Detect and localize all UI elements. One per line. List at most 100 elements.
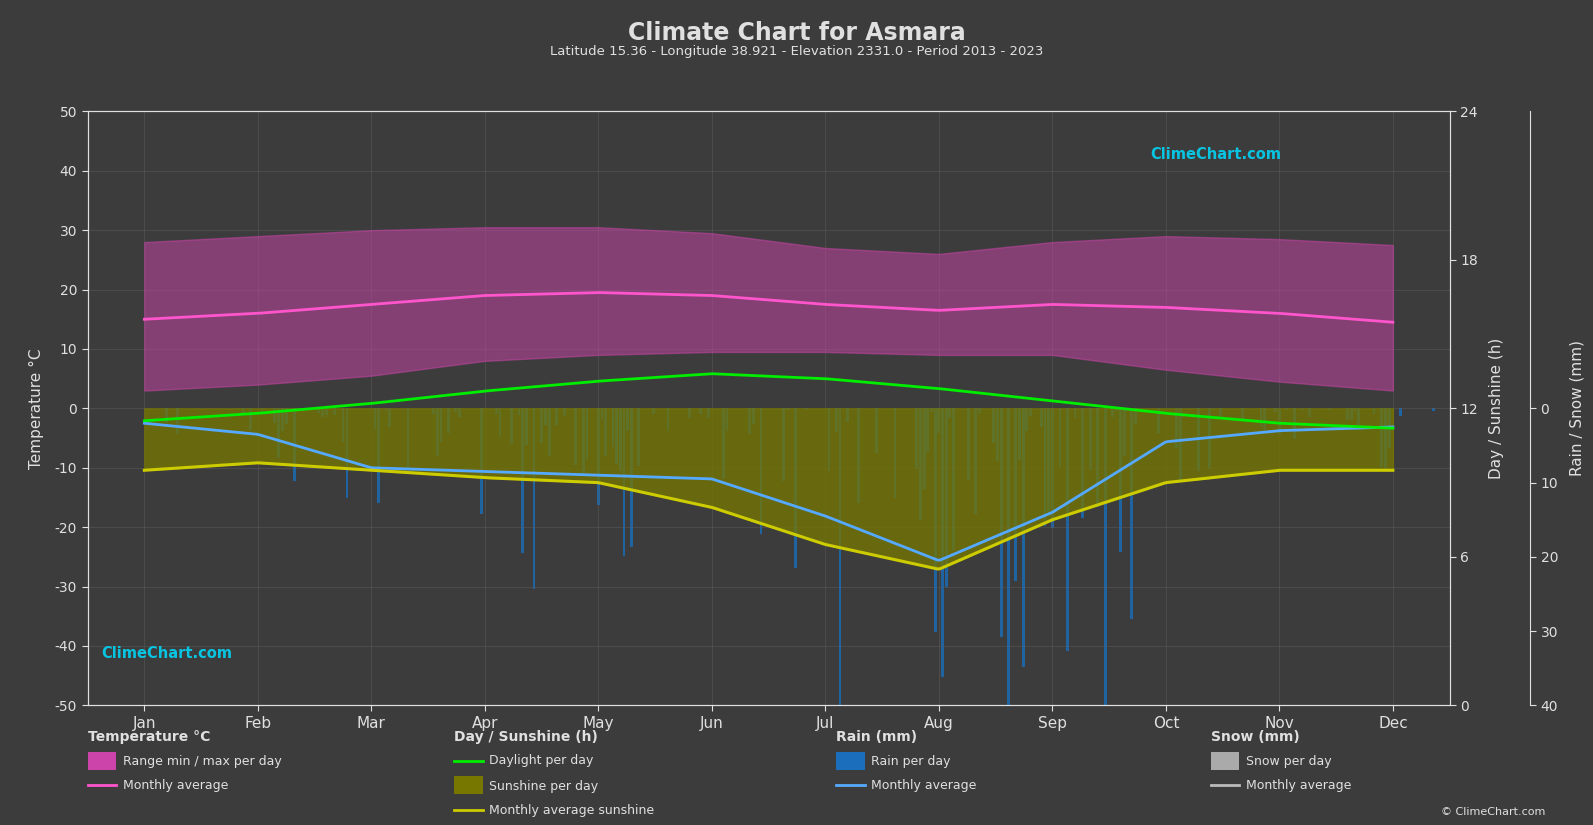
Bar: [175, 408, 178, 435]
Text: Monthly average: Monthly average: [123, 779, 228, 792]
Text: Rain (mm): Rain (mm): [836, 730, 918, 744]
Bar: [1112, 408, 1115, 417]
Text: Climate Chart for Asmara: Climate Chart for Asmara: [628, 21, 965, 45]
Bar: [1399, 408, 1402, 416]
Bar: [637, 408, 640, 466]
Bar: [499, 408, 502, 436]
Bar: [1047, 408, 1050, 512]
Text: Snow (mm): Snow (mm): [1211, 730, 1300, 744]
Bar: [835, 408, 838, 432]
Bar: [1088, 408, 1091, 469]
Text: ClimeChart.com: ClimeChart.com: [1150, 147, 1281, 162]
Bar: [518, 408, 521, 415]
Bar: [973, 408, 977, 514]
Text: © ClimeChart.com: © ClimeChart.com: [1440, 807, 1545, 817]
Bar: [322, 408, 323, 417]
Bar: [992, 408, 996, 443]
Bar: [707, 408, 709, 417]
Bar: [1018, 408, 1021, 460]
Bar: [996, 408, 999, 461]
Bar: [573, 408, 577, 464]
Bar: [448, 408, 449, 433]
Bar: [1349, 408, 1352, 420]
Y-axis label: Temperature °C: Temperature °C: [29, 348, 43, 469]
Bar: [894, 408, 897, 498]
Bar: [857, 408, 860, 502]
Bar: [280, 408, 284, 431]
Bar: [804, 408, 808, 409]
Bar: [532, 408, 535, 588]
Bar: [1040, 408, 1043, 427]
Bar: [1300, 408, 1303, 410]
Bar: [838, 408, 841, 705]
Bar: [1157, 408, 1160, 433]
Bar: [432, 408, 435, 414]
Bar: [620, 408, 621, 471]
Bar: [629, 408, 632, 547]
Bar: [699, 408, 703, 414]
Bar: [1029, 408, 1032, 416]
Bar: [978, 408, 981, 413]
Bar: [652, 408, 655, 413]
Bar: [406, 408, 409, 468]
Bar: [933, 408, 937, 632]
Bar: [1179, 408, 1182, 480]
Text: Range min / max per day: Range min / max per day: [123, 755, 282, 768]
Bar: [604, 408, 607, 456]
Bar: [875, 408, 878, 453]
Bar: [586, 408, 588, 459]
Bar: [389, 408, 392, 427]
Bar: [1209, 408, 1211, 469]
Bar: [562, 408, 566, 417]
Bar: [242, 408, 245, 415]
Text: Monthly average: Monthly average: [1246, 779, 1351, 792]
Bar: [521, 408, 524, 553]
Bar: [601, 408, 604, 419]
Bar: [457, 408, 460, 417]
Bar: [341, 408, 344, 442]
Bar: [346, 408, 349, 498]
Bar: [261, 408, 263, 411]
Bar: [1058, 408, 1061, 467]
Bar: [374, 408, 376, 430]
Bar: [953, 408, 954, 550]
Bar: [760, 408, 763, 534]
Bar: [166, 408, 167, 423]
Bar: [1007, 408, 1010, 705]
Bar: [1198, 408, 1200, 470]
Text: Temperature °C: Temperature °C: [88, 730, 210, 744]
Bar: [1263, 408, 1266, 430]
Bar: [1118, 408, 1121, 552]
Bar: [785, 408, 789, 410]
Bar: [725, 408, 728, 431]
Text: Day / Sunshine (h): Day / Sunshine (h): [454, 730, 597, 744]
Bar: [1082, 408, 1085, 518]
Bar: [378, 408, 381, 503]
Bar: [615, 408, 618, 464]
Bar: [1354, 408, 1357, 411]
Bar: [1278, 408, 1281, 434]
Bar: [623, 408, 626, 556]
Bar: [1346, 408, 1349, 421]
Bar: [612, 408, 615, 447]
Bar: [782, 408, 785, 481]
Bar: [1260, 408, 1263, 427]
Text: Rain per day: Rain per day: [871, 755, 951, 768]
Bar: [922, 408, 926, 489]
Text: Snow per day: Snow per day: [1246, 755, 1332, 768]
Bar: [1308, 408, 1311, 417]
Bar: [828, 408, 830, 471]
Bar: [540, 408, 543, 443]
Bar: [1051, 408, 1055, 528]
Bar: [333, 408, 336, 415]
Bar: [1241, 408, 1244, 419]
Bar: [793, 408, 796, 568]
Bar: [597, 408, 601, 505]
Y-axis label: Day / Sunshine (h): Day / Sunshine (h): [1489, 337, 1504, 479]
Text: Sunshine per day: Sunshine per day: [489, 780, 599, 793]
Bar: [846, 408, 849, 422]
Text: ClimeChart.com: ClimeChart.com: [102, 646, 233, 661]
Bar: [927, 408, 929, 452]
Bar: [1026, 408, 1027, 431]
Bar: [277, 408, 279, 458]
